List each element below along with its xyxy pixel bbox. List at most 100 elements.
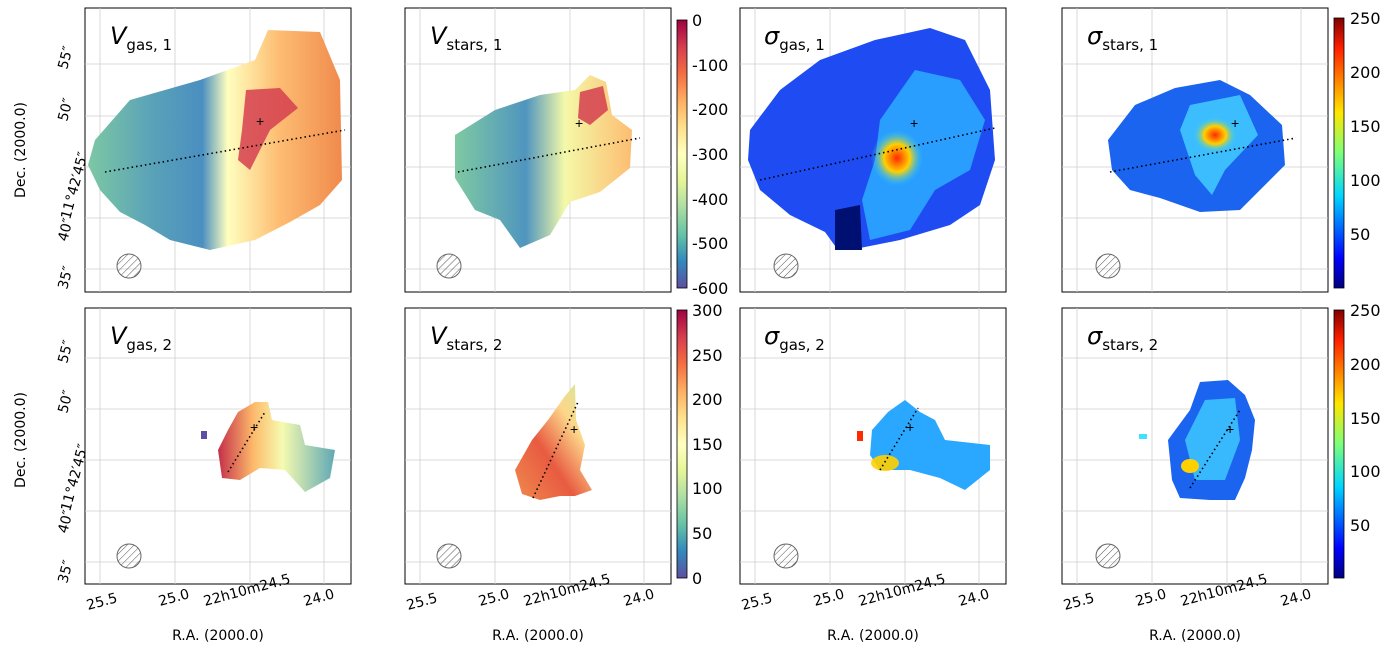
y-axis-label: Dec. (2000.0) <box>13 102 29 198</box>
panel-sigma-gas-1: + σgas, 1 <box>739 7 1007 293</box>
svg-text:100: 100 <box>1350 171 1381 190</box>
colorbar-ticks: 0 -100 -200 -300 -400 -500 -600 <box>692 11 728 298</box>
svg-text:50″: 50″ <box>55 389 76 415</box>
panel-v-stars-1: + Vstars, 1 <box>404 7 672 293</box>
beam-marker <box>116 543 142 569</box>
kinematic-axis <box>457 137 641 173</box>
svg-text:-300: -300 <box>692 145 728 164</box>
svg-text:25.5: 25.5 <box>85 590 119 614</box>
kinematic-axis <box>227 411 266 473</box>
center-marker: + <box>1226 421 1234 437</box>
svg-text:-200: -200 <box>692 100 728 119</box>
dispersion-outlier <box>857 431 863 441</box>
velocity-peak-region <box>578 86 608 125</box>
kinematic-axis <box>1189 409 1241 489</box>
center-marker: + <box>250 419 258 435</box>
svg-text:25.5: 25.5 <box>1062 590 1096 614</box>
colorbar-ticks: 250 200 150 100 50 <box>1350 9 1381 244</box>
center-marker: + <box>256 113 264 129</box>
svg-text:100: 100 <box>692 479 723 498</box>
panel-v-stars-2: + Vstars, 2 <box>404 307 672 585</box>
svg-text:-100: -100 <box>692 56 728 75</box>
panel-v-gas-1: + Vgas, 1 <box>84 7 352 293</box>
svg-text:150: 150 <box>692 435 723 454</box>
grid <box>405 308 671 584</box>
dispersion-peak <box>871 455 899 471</box>
beam-marker <box>773 253 799 279</box>
y-axis-row-1: 55″ 50″ 11°42′45″ 40″ 35″ Dec. (2000.0) <box>13 45 92 291</box>
kinematic-axis <box>879 407 919 471</box>
svg-text:250: 250 <box>1350 301 1381 320</box>
svg-text:40″: 40″ <box>55 217 76 243</box>
svg-text:0: 0 <box>692 11 702 30</box>
dispersion-peak <box>1193 117 1237 153</box>
dispersion-peak <box>1181 459 1199 473</box>
svg-text:250: 250 <box>692 346 723 365</box>
colorbar-dispersion-2: 250 200 150 100 50 <box>1333 301 1381 579</box>
panel-sigma-stars-2: + σstars, 2 <box>1061 307 1329 585</box>
velocity-peak-region <box>238 88 298 170</box>
x-axis-label: R.A. (2000.0) <box>1149 628 1241 644</box>
svg-text:35″: 35″ <box>55 265 76 291</box>
velocity-map <box>218 402 335 492</box>
panel-title: Vstars, 2 <box>430 322 502 354</box>
svg-text:24.0: 24.0 <box>302 586 336 610</box>
beam-marker <box>773 543 799 569</box>
svg-text:35″: 35″ <box>55 559 76 585</box>
svg-text:50″: 50″ <box>55 97 76 123</box>
svg-text:55″: 55″ <box>55 339 76 365</box>
svg-text:25.5: 25.5 <box>405 590 439 614</box>
colorbar-velocity-2: 300 250 200 150 100 50 0 <box>676 301 723 588</box>
kinematic-axis <box>104 129 346 173</box>
panel-sigma-gas-2: + σgas, 2 <box>739 307 1007 585</box>
svg-text:40″: 40″ <box>55 509 76 535</box>
panel-title: σgas, 1 <box>764 22 825 54</box>
colorbar-ticks: 250 200 150 100 50 <box>1350 301 1381 535</box>
svg-text:55″: 55″ <box>55 45 76 71</box>
panel-title: σstars, 1 <box>1087 22 1158 54</box>
center-marker: + <box>906 419 914 435</box>
x-axis-label: R.A. (2000.0) <box>492 628 584 644</box>
kinematic-axis <box>1109 137 1297 173</box>
dispersion-low-region <box>835 205 862 250</box>
x-axis-label: R.A. (2000.0) <box>172 628 264 644</box>
svg-text:24.0: 24.0 <box>957 586 991 610</box>
y-axis-row-2: 55″ 50″ 11°42′45″ 40″ 35″ Dec. (2000.0) <box>13 339 92 585</box>
svg-text:200: 200 <box>1350 63 1381 82</box>
svg-text:-400: -400 <box>692 190 728 209</box>
dispersion-outlier <box>1139 434 1147 439</box>
y-axis-label: Dec. (2000.0) <box>13 392 29 488</box>
panel-title: Vgas, 1 <box>110 22 172 54</box>
colorbar-velocity-1: 0 -100 -200 -300 -400 -500 -600 <box>676 11 728 298</box>
svg-text:50: 50 <box>1350 225 1370 244</box>
velocity-map <box>515 384 592 500</box>
beam-marker <box>436 253 462 279</box>
beam-marker <box>1095 253 1121 279</box>
panel-title: Vstars, 1 <box>430 22 502 54</box>
dispersion-peak <box>871 130 923 186</box>
beam-marker <box>116 253 142 279</box>
svg-text:25.0: 25.0 <box>157 586 191 610</box>
center-marker: + <box>910 115 918 131</box>
colorbar-ticks: 300 250 200 150 100 50 0 <box>692 301 723 588</box>
center-marker: + <box>570 421 578 437</box>
colorbar-dispersion-1: 250 200 150 100 50 <box>1333 9 1381 289</box>
x-axis-label: R.A. (2000.0) <box>827 628 919 644</box>
svg-text:25.0: 25.0 <box>477 586 511 610</box>
svg-text:150: 150 <box>1350 409 1381 428</box>
velocity-map <box>88 30 342 250</box>
panel-v-gas-2: + Vgas, 2 <box>84 307 352 585</box>
panel-sigma-stars-1: + σstars, 1 <box>1061 7 1329 293</box>
dispersion-midregion <box>862 70 985 240</box>
svg-text:25.5: 25.5 <box>740 590 774 614</box>
panel-title: Vgas, 2 <box>110 322 172 354</box>
svg-text:200: 200 <box>1350 355 1381 374</box>
dispersion-midregion <box>1185 398 1240 480</box>
svg-text:24.0: 24.0 <box>1279 586 1313 610</box>
svg-text:200: 200 <box>692 390 723 409</box>
center-marker: + <box>575 115 583 131</box>
dispersion-map <box>870 400 990 490</box>
beam-marker <box>1095 543 1121 569</box>
svg-text:25.0: 25.0 <box>812 586 846 610</box>
